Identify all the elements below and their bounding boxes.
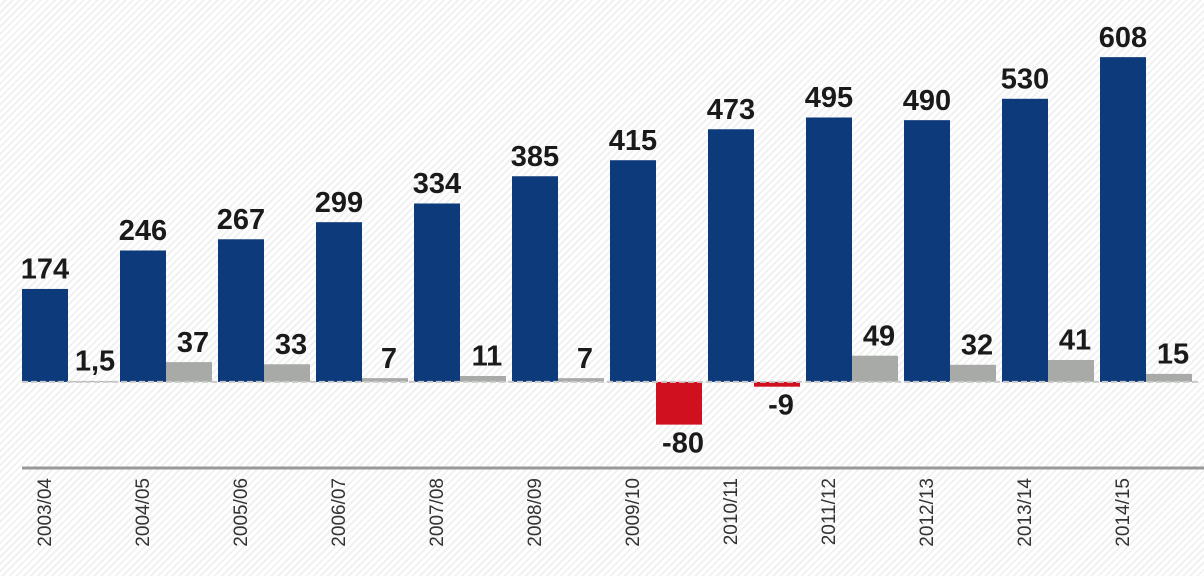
value-label: -80 (662, 427, 704, 459)
value-label: 11 (472, 341, 503, 373)
x-tick-label: 2004/05 (133, 478, 154, 547)
value-label: 7 (381, 343, 397, 375)
value-label: 473 (707, 94, 755, 126)
bar (512, 176, 558, 382)
bar (754, 381, 800, 387)
x-tick-label: 2006/07 (329, 478, 350, 547)
x-tick-label: 2013/14 (1015, 478, 1036, 547)
bar (806, 117, 852, 382)
bar (120, 250, 166, 382)
value-label: 385 (511, 141, 559, 173)
value-label: 267 (217, 204, 265, 236)
x-tick-label: 2009/10 (623, 478, 644, 547)
bar (22, 288, 68, 382)
x-tick-label: 2014/15 (1113, 478, 1134, 547)
x-tick-label: 2008/09 (525, 478, 546, 547)
value-label: -9 (768, 389, 794, 421)
value-label: 41 (1059, 325, 1091, 357)
bar (558, 378, 604, 382)
bar (852, 355, 898, 382)
bar (218, 239, 264, 382)
value-label: 174 (21, 254, 69, 286)
bar (610, 160, 656, 382)
bar (316, 222, 362, 382)
value-label: 15 (1157, 339, 1189, 371)
value-label: 1,5 (75, 346, 115, 378)
x-tick-label: 2012/13 (917, 478, 938, 547)
x-tick-label: 2011/12 (819, 478, 840, 545)
x-tick-label: 2010/11 (721, 478, 742, 545)
value-label: 37 (177, 327, 209, 359)
bar (414, 203, 460, 382)
value-label: 32 (961, 329, 993, 361)
bar (166, 362, 212, 382)
bar (904, 120, 950, 382)
bar (950, 364, 996, 382)
x-tick-label: 2005/06 (231, 478, 252, 547)
value-label: 495 (805, 82, 853, 114)
bar (1048, 359, 1094, 382)
value-label: 490 (903, 85, 951, 117)
bar (656, 381, 702, 425)
bar (1100, 57, 1146, 382)
bar (264, 364, 310, 382)
x-tick-label: 2003/04 (35, 478, 56, 547)
value-label: 49 (863, 320, 895, 352)
value-label: 334 (413, 168, 461, 200)
value-label: 415 (609, 125, 657, 157)
x-tick-label: 2007/08 (427, 478, 448, 547)
bar (1146, 373, 1192, 382)
value-label: 7 (577, 343, 593, 375)
bar (460, 376, 506, 382)
bar (362, 378, 408, 382)
value-label: 246 (119, 215, 167, 247)
bar (1002, 98, 1048, 382)
value-label: 530 (1001, 63, 1049, 95)
value-label: 608 (1099, 22, 1147, 54)
value-label: 33 (275, 329, 307, 361)
value-label: 299 (315, 187, 363, 219)
bar (708, 129, 754, 382)
